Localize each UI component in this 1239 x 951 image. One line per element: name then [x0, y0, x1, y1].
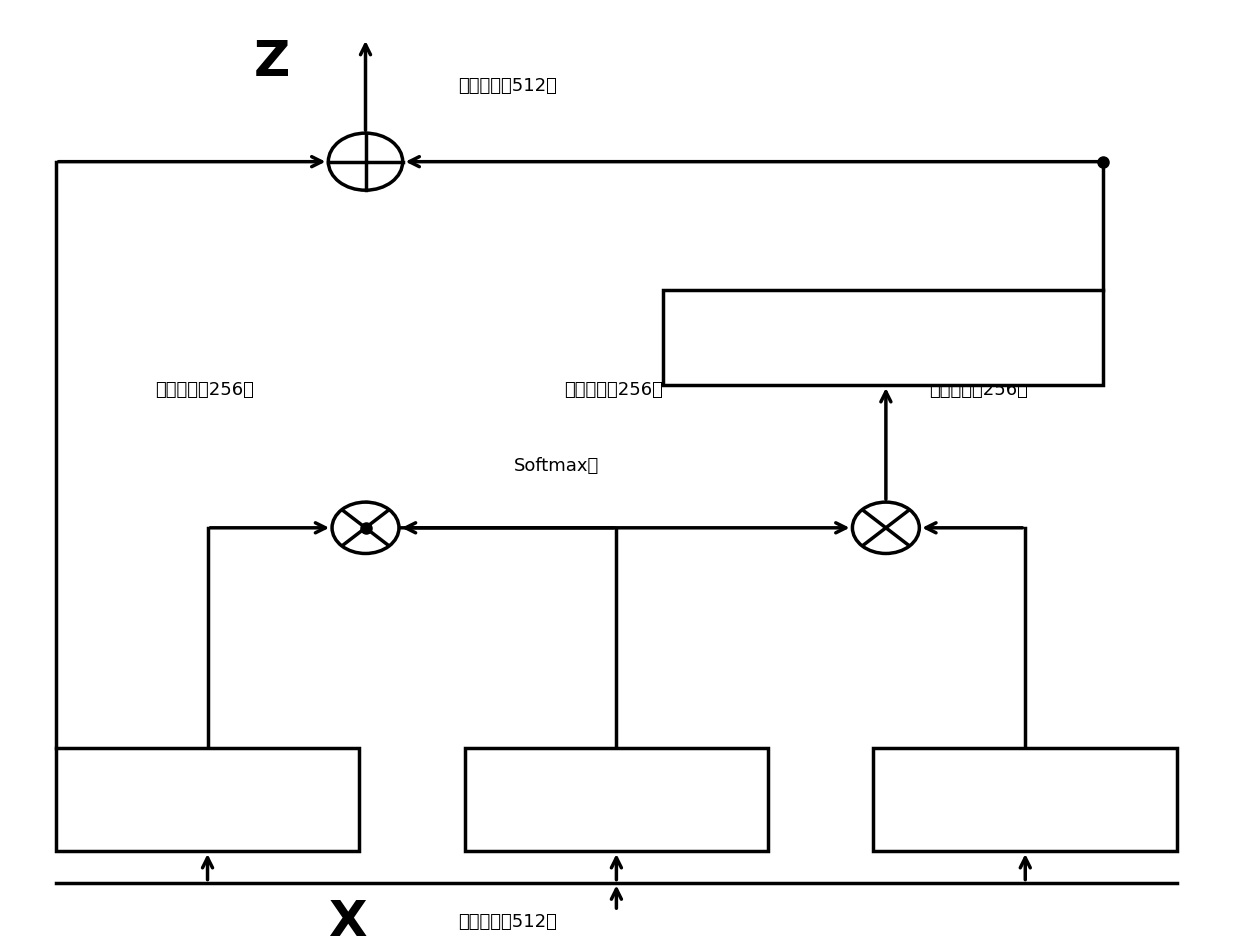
Text: 特征映射图256个: 特征映射图256个 — [929, 381, 1028, 398]
Text: 1×1: 1×1 — [856, 325, 909, 350]
Text: 特征映射图512个: 特征映射图512个 — [458, 77, 558, 94]
FancyBboxPatch shape — [56, 748, 359, 851]
FancyBboxPatch shape — [873, 748, 1177, 851]
Text: g: 1×1: g: 1×1 — [981, 787, 1069, 812]
Circle shape — [332, 502, 399, 553]
Text: Softmax层: Softmax层 — [514, 457, 600, 475]
Text: Z: Z — [254, 38, 290, 86]
Text: X: X — [328, 899, 367, 946]
FancyBboxPatch shape — [663, 290, 1103, 385]
Text: 特征映射图256个: 特征映射图256个 — [155, 381, 254, 398]
Text: Θ: 1×1: Θ: 1×1 — [162, 787, 253, 812]
Text: Ø: 1×1: Ø: 1×1 — [571, 787, 662, 812]
FancyBboxPatch shape — [465, 748, 768, 851]
Text: 特征映射图256个: 特征映射图256个 — [564, 381, 663, 398]
Text: 特征映射图512个: 特征映射图512个 — [458, 914, 558, 931]
Circle shape — [328, 133, 403, 190]
Circle shape — [852, 502, 919, 553]
